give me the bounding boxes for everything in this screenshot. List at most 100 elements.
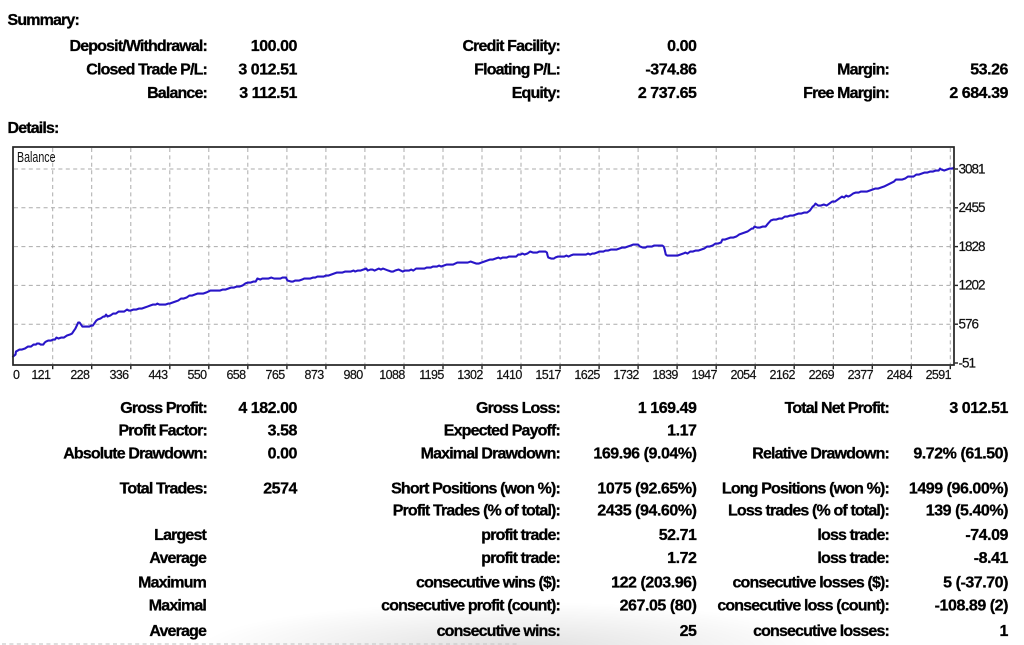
svg-text:3 012.51: 3 012.51 (949, 400, 1008, 417)
svg-text:Largest: Largest (154, 527, 207, 544)
svg-text:0.00: 0.00 (667, 38, 697, 55)
svg-text:1075 (92.65%): 1075 (92.65%) (597, 480, 696, 497)
svg-text:2455: 2455 (959, 200, 986, 215)
svg-text:Loss trades (% of total):: Loss trades (% of total): (728, 503, 889, 520)
svg-text:Balance: Balance (17, 149, 56, 166)
svg-text:1517: 1517 (535, 368, 561, 382)
svg-text:Gross Loss:: Gross Loss: (476, 400, 560, 417)
svg-text:Gross Profit:: Gross Profit: (120, 400, 207, 417)
svg-text:1.72: 1.72 (667, 550, 697, 567)
svg-text:Total Net Profit:: Total Net Profit: (785, 400, 889, 417)
svg-text:Closed Trade P/L:: Closed Trade P/L: (86, 62, 207, 79)
svg-text:550: 550 (187, 368, 207, 382)
svg-text:5 (-37.70): 5 (-37.70) (943, 574, 1008, 591)
svg-text:Equity:: Equity: (512, 85, 560, 102)
svg-text:1839: 1839 (652, 368, 678, 382)
svg-text:2054: 2054 (730, 368, 756, 382)
svg-text:Credit Facility:: Credit Facility: (462, 38, 560, 55)
svg-text:139 (5.40%): 139 (5.40%) (926, 503, 1008, 520)
svg-text:consecutive loss (count):: consecutive loss (count): (717, 598, 889, 615)
svg-text:Relative Drawdown:: Relative Drawdown: (752, 445, 889, 462)
svg-text:1499 (96.00%): 1499 (96.00%) (909, 480, 1008, 497)
svg-text:1828: 1828 (959, 239, 986, 254)
svg-text:122 (203.96): 122 (203.96) (611, 574, 696, 591)
svg-text:3 112.51: 3 112.51 (239, 85, 297, 102)
svg-text:Details:: Details: (8, 120, 59, 137)
svg-text:53.26: 53.26 (970, 62, 1008, 79)
svg-text:-108.89 (2): -108.89 (2) (935, 598, 1008, 615)
svg-text:2591: 2591 (926, 368, 952, 382)
svg-text:3 012.51: 3 012.51 (238, 62, 297, 79)
svg-text:profit trade:: profit trade: (481, 550, 560, 567)
svg-text:Margin:: Margin: (837, 62, 889, 79)
svg-text:consecutive wins:: consecutive wins: (437, 623, 560, 640)
svg-text:1410: 1410 (496, 368, 522, 382)
svg-text:-51: -51 (959, 355, 976, 370)
svg-text:-374.86: -374.86 (645, 62, 697, 79)
svg-text:336: 336 (109, 368, 129, 382)
svg-text:765: 765 (266, 368, 286, 382)
svg-text:Total Trades:: Total Trades: (120, 480, 207, 497)
svg-text:1 169.49: 1 169.49 (638, 400, 697, 417)
svg-text:100.00: 100.00 (251, 38, 298, 55)
svg-text:1088: 1088 (379, 368, 405, 382)
svg-text:loss trade:: loss trade: (817, 527, 889, 544)
svg-text:loss trade:: loss trade: (817, 550, 889, 567)
svg-text:Absolute Drawdown:: Absolute Drawdown: (63, 445, 207, 462)
svg-text:267.05 (80): 267.05 (80) (620, 598, 697, 615)
svg-text:1.17: 1.17 (667, 423, 697, 440)
svg-text:Free Margin:: Free Margin: (803, 85, 889, 102)
svg-text:Short Positions (won %):: Short Positions (won %): (391, 480, 560, 497)
svg-text:1195: 1195 (419, 368, 444, 382)
svg-text:1302: 1302 (457, 368, 483, 382)
svg-text:Expected Payoff:: Expected Payoff: (444, 423, 560, 440)
svg-text:121: 121 (31, 368, 51, 382)
svg-text:2 737.65: 2 737.65 (638, 85, 697, 102)
svg-text:profit trade:: profit trade: (481, 527, 560, 544)
svg-text:2574: 2574 (263, 480, 297, 497)
svg-text:1947: 1947 (691, 368, 717, 382)
svg-text:169.96 (9.04%): 169.96 (9.04%) (593, 445, 696, 462)
svg-text:Maximum: Maximum (138, 574, 206, 591)
svg-text:1625: 1625 (574, 368, 600, 382)
svg-text:2269: 2269 (809, 368, 835, 382)
svg-text:52.71: 52.71 (659, 527, 697, 544)
svg-text:Deposit/Withdrawal:: Deposit/Withdrawal: (70, 38, 208, 55)
svg-text:Floating P/L:: Floating P/L: (474, 62, 560, 79)
svg-text:consecutive losses:: consecutive losses: (753, 623, 889, 640)
svg-text:1: 1 (1000, 623, 1009, 640)
svg-text:Average: Average (149, 550, 207, 567)
svg-text:2377: 2377 (848, 368, 874, 382)
svg-text:1202: 1202 (959, 278, 986, 293)
svg-text:Profit Trades (% of total):: Profit Trades (% of total): (393, 503, 560, 520)
svg-text:3081: 3081 (959, 161, 986, 176)
svg-text:-74.09: -74.09 (965, 527, 1008, 544)
svg-text:Balance:: Balance: (147, 85, 207, 102)
svg-text:Maximal Drawdown:: Maximal Drawdown: (421, 445, 560, 462)
svg-text:consecutive wins ($):: consecutive wins ($): (416, 574, 560, 591)
svg-text:443: 443 (148, 368, 168, 382)
svg-text:3.58: 3.58 (268, 423, 298, 440)
svg-text:658: 658 (226, 368, 246, 382)
svg-text:4 182.00: 4 182.00 (238, 400, 297, 417)
svg-text:2435 (94.60%): 2435 (94.60%) (597, 503, 696, 520)
svg-text:Profit Factor:: Profit Factor: (118, 423, 207, 440)
svg-text:Average: Average (149, 623, 207, 640)
svg-text:576: 576 (959, 317, 979, 332)
svg-text:2484: 2484 (887, 368, 913, 382)
svg-text:873: 873 (305, 368, 325, 382)
svg-text:Maximal: Maximal (149, 598, 207, 615)
svg-text:0: 0 (13, 368, 20, 382)
svg-text:9.72% (61.50): 9.72% (61.50) (913, 445, 1008, 462)
svg-text:Long Positions (won %):: Long Positions (won %): (722, 480, 889, 497)
svg-text:2162: 2162 (769, 368, 795, 382)
svg-text:consecutive profit (count):: consecutive profit (count): (381, 598, 560, 615)
svg-text:980: 980 (344, 368, 364, 382)
svg-text:228: 228 (70, 368, 90, 382)
svg-text:-8.41: -8.41 (974, 550, 1009, 567)
svg-text:consecutive losses ($):: consecutive losses ($): (732, 574, 889, 591)
svg-text:1732: 1732 (613, 368, 639, 382)
svg-text:2 684.39: 2 684.39 (949, 85, 1008, 102)
svg-text:0.00: 0.00 (268, 445, 298, 462)
svg-text:25: 25 (680, 623, 697, 640)
